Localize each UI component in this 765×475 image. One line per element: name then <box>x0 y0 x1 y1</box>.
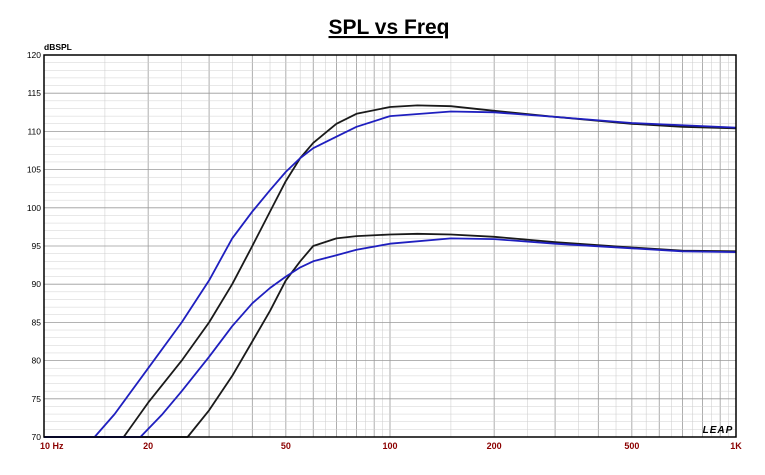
y-axis-label: dBSPL <box>44 42 72 52</box>
y-tick-labels: 70 75 80 85 90 95 100 105 110 115 120 <box>27 50 41 442</box>
x-tick-label: 10 Hz <box>40 441 64 451</box>
y-tick-label: 95 <box>32 241 42 251</box>
x-tick-label: 50 <box>281 441 291 451</box>
series-line-3 <box>44 232 737 438</box>
y-tick-label: 100 <box>27 203 41 213</box>
x-tick-label: 200 <box>487 441 502 451</box>
x-tick-label: 1K <box>730 441 742 451</box>
y-tick-label: 70 <box>32 432 42 442</box>
x-tick-label: 500 <box>624 441 639 451</box>
y-tick-label: 115 <box>27 88 41 98</box>
y-tick-label: 110 <box>27 126 41 136</box>
x-tick-label: 20 <box>143 441 153 451</box>
y-tick-label: 105 <box>27 165 41 175</box>
plot-frame <box>43 54 737 438</box>
chart-title: SPL vs Freq <box>329 16 450 39</box>
series-line-4 <box>44 237 737 438</box>
x-tick-label: 100 <box>382 441 397 451</box>
y-tick-label: 85 <box>32 317 42 327</box>
y-tick-label: 120 <box>27 50 41 60</box>
grid <box>44 55 736 437</box>
y-tick-label: 75 <box>32 394 42 404</box>
y-tick-label: 90 <box>32 279 42 289</box>
series-layer <box>44 104 737 438</box>
leap-logo: LEAP <box>703 425 734 436</box>
y-tick-label: 80 <box>32 356 42 366</box>
x-tick-labels: 10 Hz 20 50 100 200 500 1K <box>40 441 742 451</box>
series-line-2 <box>44 110 737 438</box>
